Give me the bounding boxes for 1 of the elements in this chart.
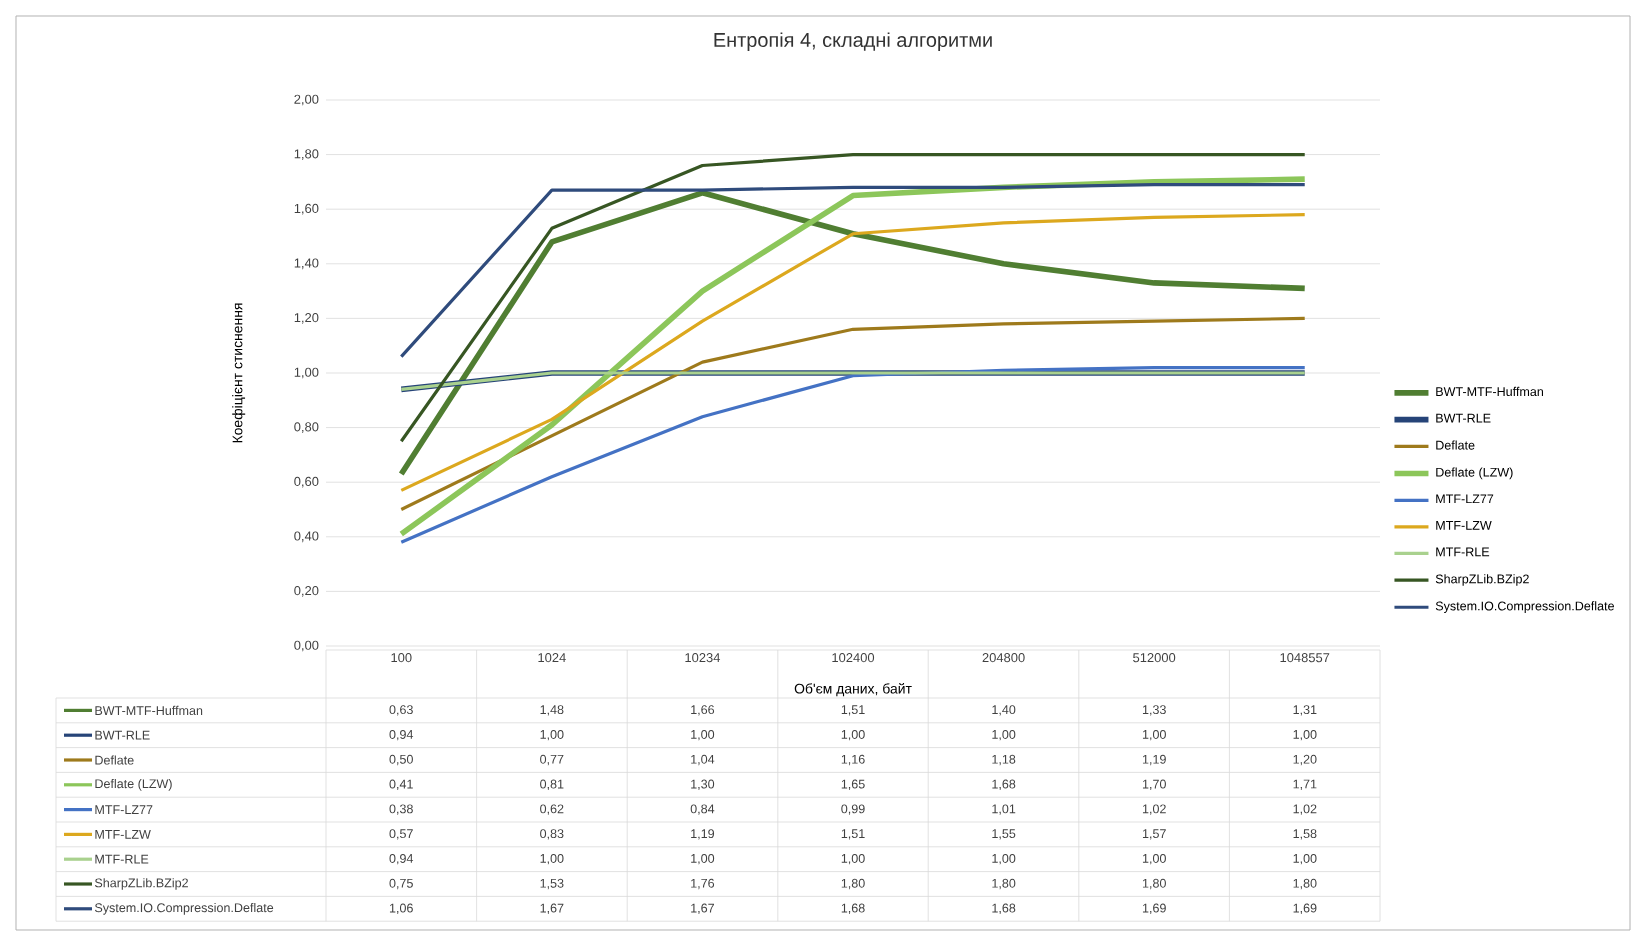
chart-title: Ентропія 4, складні алгоритми [714, 32, 992, 51]
